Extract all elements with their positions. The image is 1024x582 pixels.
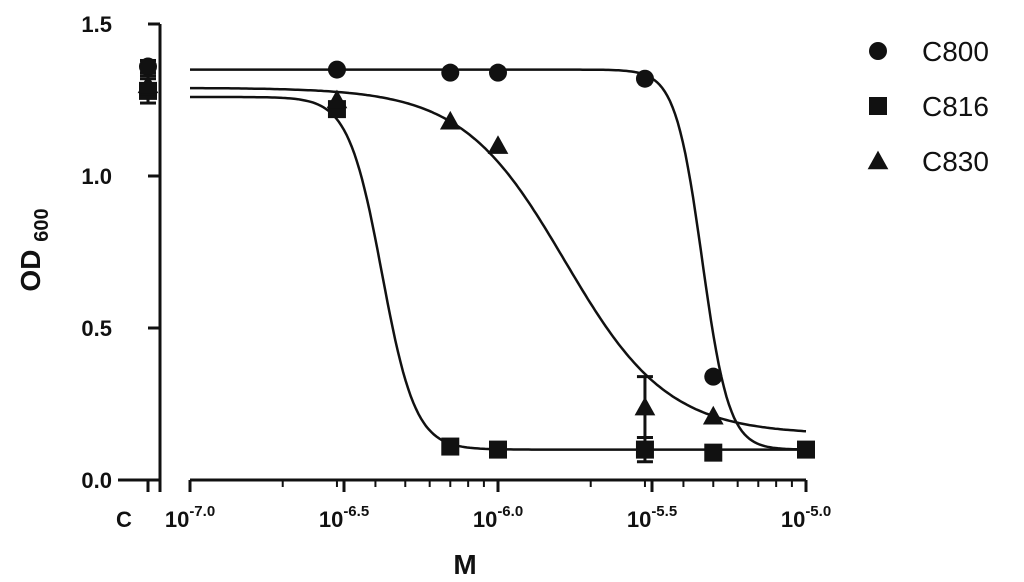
data-point-c830 [634, 396, 656, 416]
data-point-c800 [635, 69, 654, 88]
x-tick-label: 10-6.5 [319, 503, 369, 532]
data-point-c800 [327, 60, 346, 79]
data-point-c800 [441, 63, 460, 82]
x-tick-label-exponent: -7.0 [189, 503, 215, 520]
data-point-c816 [441, 437, 460, 456]
data-point-c830 [487, 135, 509, 154]
data-point-c800 [489, 63, 507, 82]
x-tick-label-base: 10 [473, 507, 497, 532]
x-tick-label: 10-7.0 [165, 503, 215, 532]
data-point-c816 [704, 443, 723, 462]
data-point-c816 [489, 440, 507, 459]
data-points [137, 57, 815, 464]
x-tick-label-base: 10 [319, 507, 343, 532]
y-tick-label: 1.0 [81, 164, 112, 189]
x-tick-label: 10-5.5 [627, 503, 677, 532]
legend: C800 C816 C830 [867, 36, 989, 177]
legend-marker-c816 [869, 97, 887, 115]
y-axis-title-subscript: 600 [31, 208, 53, 241]
x-tick-label-base: 10 [781, 507, 805, 532]
legend-label-c830: C830 [922, 146, 989, 177]
x-tick-label: 10-6.0 [473, 503, 523, 532]
data-point-c830 [702, 405, 724, 425]
fit-curve-c800 [190, 68, 806, 451]
legend-label-c800: C800 [922, 36, 989, 67]
legend-marker-c830 [867, 150, 889, 170]
y-tick-label: 1.5 [81, 12, 112, 37]
y-ticks: 0.0 0.5 1.0 1.5 [81, 12, 160, 493]
y-axis-title-main: OD [15, 250, 46, 292]
y-tick-label: 0.0 [81, 468, 112, 493]
y-axis-title: OD 600 [15, 208, 53, 291]
x-axis-title: M [453, 549, 476, 580]
x-tick-label: 10-5.0 [781, 503, 831, 532]
x-tick-label-exponent: -5.0 [805, 503, 831, 520]
x-tick-label-exponent: -6.0 [497, 503, 523, 520]
x-tick-label-base: 10 [165, 507, 189, 532]
x-tick-label-exponent: -5.5 [651, 503, 677, 520]
control-point-c830 [137, 74, 159, 94]
y-tick-label: 0.5 [81, 316, 112, 341]
control-point-c800 [139, 57, 157, 76]
x-tick-label-base: 10 [627, 507, 651, 532]
x-ticks: 10-7.0 10-6.5 10-6.0 10-5.5 10-5.0 [165, 480, 831, 532]
control-label: C [116, 507, 132, 532]
data-point-c830 [326, 89, 348, 109]
data-point-c816 [635, 440, 654, 459]
data-point-c800 [704, 367, 723, 386]
x-tick-label-exponent: -6.5 [343, 503, 369, 520]
data-point-c830 [439, 110, 461, 130]
data-point-c816 [797, 440, 815, 459]
legend-label-c816: C816 [922, 91, 989, 122]
legend-marker-c800 [869, 42, 887, 60]
fit-curves [190, 68, 807, 451]
fit-curve-c830 [190, 86, 807, 433]
